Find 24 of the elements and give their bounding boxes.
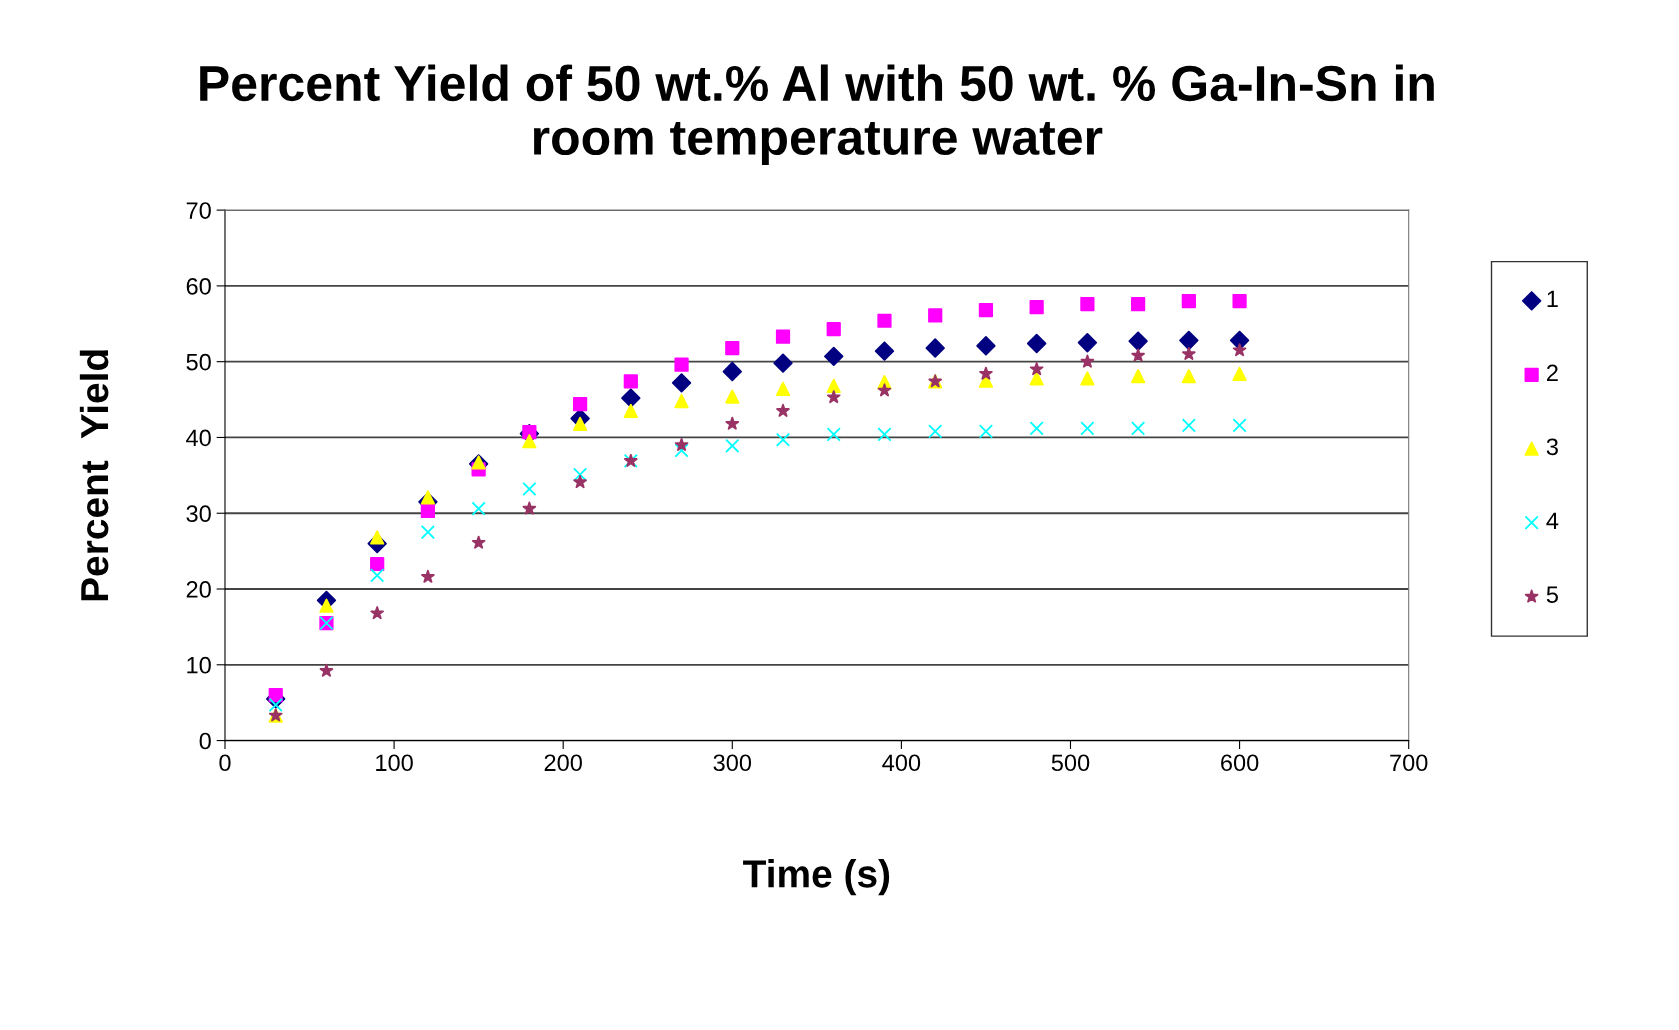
x-tick-label: 300: [713, 754, 752, 772]
y-tick-label: 70: [186, 202, 211, 219]
y-tick-label: 40: [186, 429, 211, 447]
x-tick-label: 400: [882, 754, 921, 772]
x-tick-label: 700: [1390, 754, 1428, 772]
x-tick-label: 0: [219, 754, 231, 772]
y-tick-label: 0: [199, 732, 211, 750]
legend-label: 2: [1547, 364, 1558, 381]
x-tick-label: 500: [1051, 754, 1090, 772]
y-tick-label: 50: [186, 353, 211, 371]
y-tick-label: 10: [187, 656, 211, 674]
y-axis-title: Percent Yield: [79, 350, 109, 601]
legend-label: 3: [1546, 438, 1558, 456]
y-tick-label: 30: [186, 505, 211, 523]
legend-label: 1: [1547, 290, 1558, 308]
legend-label: 4: [1546, 512, 1559, 529]
x-tick-label: 100: [376, 754, 413, 772]
chart-title: Percent Yield of 50 wt.% Al with 50 wt. % Ga-In-Sn in room temperature water: [200, 64, 1434, 165]
x-axis-title: Time (s): [743, 859, 890, 896]
x-tick-label: 200: [544, 754, 582, 772]
x-tick-label: 600: [1221, 754, 1259, 772]
y-tick-label: 20: [186, 581, 211, 598]
y-tick-label: 60: [186, 277, 211, 295]
legend-label: 5: [1546, 586, 1558, 604]
